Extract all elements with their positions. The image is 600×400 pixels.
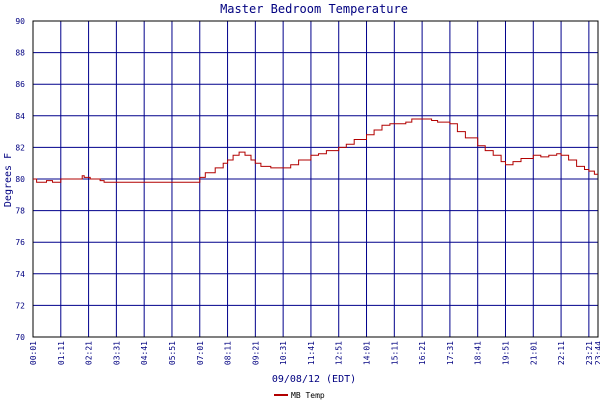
chart-title: Master Bedroom Temperature xyxy=(220,2,408,16)
x-tick-label: 14:01 xyxy=(363,341,372,365)
y-tick-label: 82 xyxy=(15,143,25,152)
legend: MB Temp xyxy=(274,391,325,400)
x-tick-label: 09:21 xyxy=(251,341,260,365)
y-tick-label: 88 xyxy=(15,49,25,58)
x-tick-label: 10:31 xyxy=(279,341,288,365)
x-tick-label: 15:11 xyxy=(390,341,399,365)
x-tick-label: 08:11 xyxy=(224,341,233,365)
x-tick-label: 03:31 xyxy=(112,341,121,365)
y-axis-label: Degrees F xyxy=(3,153,14,207)
x-tick-label: 22:11 xyxy=(557,341,566,365)
y-tick-label: 84 xyxy=(15,112,25,121)
x-tick-label: 11:41 xyxy=(307,341,316,365)
x-tick-label: 19:51 xyxy=(501,341,510,365)
legend-label: MB Temp xyxy=(291,391,325,400)
y-tick-label: 76 xyxy=(15,238,25,247)
x-tick-labels: 00:01 01:11 02:21 03:31 04:41 05:51 07:01 08:11… xyxy=(29,341,600,365)
x-tick-label: 02:21 xyxy=(85,341,94,365)
x-tick-label: 16:21 xyxy=(418,341,427,365)
x-tick-label: 05:51 xyxy=(168,341,177,365)
y-tick-label: 80 xyxy=(15,175,25,184)
y-tick-label: 74 xyxy=(15,270,25,279)
x-tick-label: 23:44 xyxy=(594,341,600,365)
x-tick-label: 12:51 xyxy=(335,341,344,365)
series-lines xyxy=(33,118,598,183)
x-tick-label: 00:01 xyxy=(29,341,38,365)
x-tick-label: 04:41 xyxy=(140,341,149,365)
x-tick-label: 07:01 xyxy=(196,341,205,365)
y-tick-label: 70 xyxy=(15,333,25,342)
x-axis-label: 09/08/12 (EDT) xyxy=(272,374,356,385)
y-tick-label: 90 xyxy=(15,17,25,26)
y-tick-labels: 70 72 74 76 78 80 82 84 86 88 90 xyxy=(15,17,25,342)
x-tick-label: 18:41 xyxy=(474,341,483,365)
x-tick-label: 01:11 xyxy=(57,341,66,365)
x-tick-label: 17:31 xyxy=(446,341,455,365)
series-line-mb-temp xyxy=(33,118,598,183)
y-tick-label: 86 xyxy=(15,80,25,89)
x-tick-label: 23:21 xyxy=(585,341,594,365)
y-tick-label: 78 xyxy=(15,207,25,216)
x-tick-label: 21:01 xyxy=(529,341,538,365)
y-tick-label: 72 xyxy=(15,301,25,310)
